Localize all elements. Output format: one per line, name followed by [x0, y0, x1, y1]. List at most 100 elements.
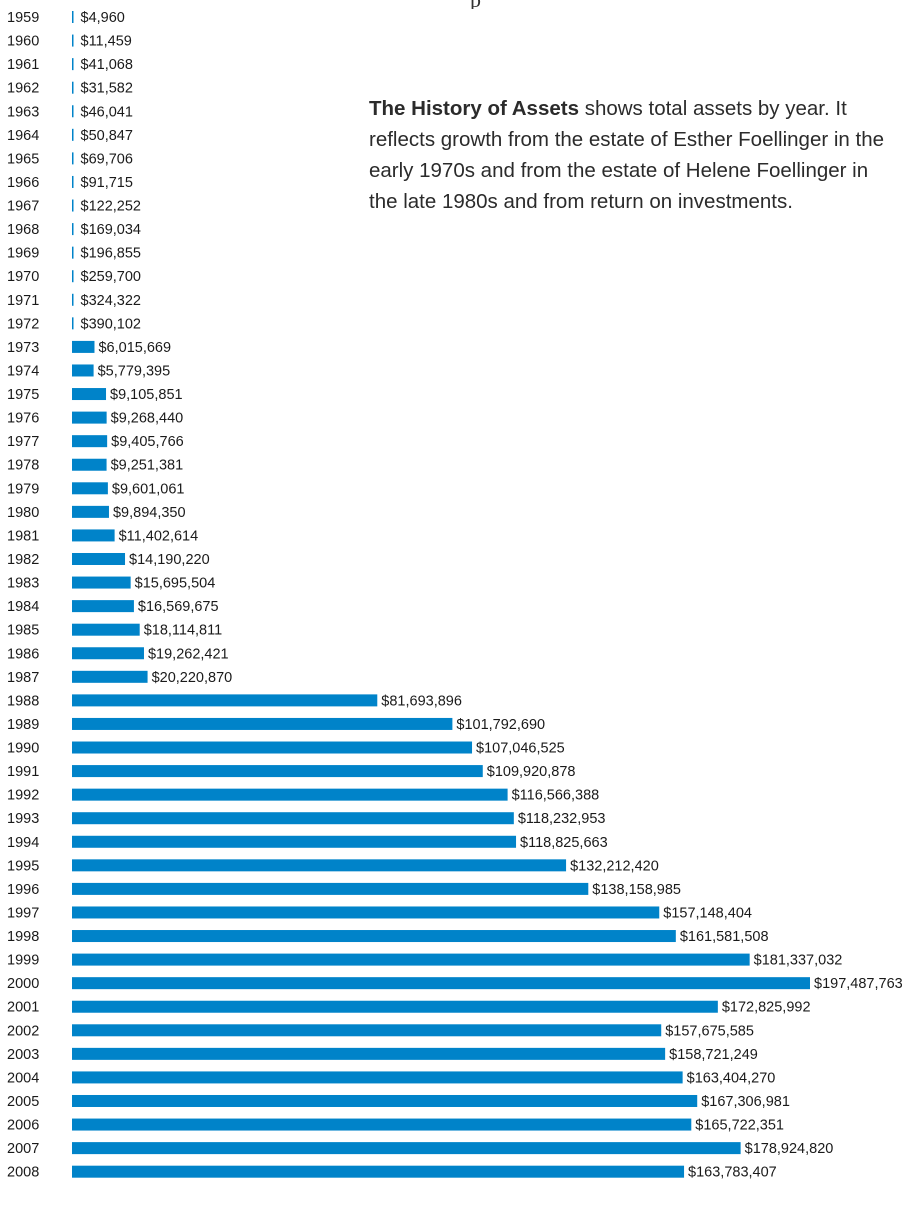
asset-bar: [72, 388, 107, 401]
asset-bar: [72, 317, 74, 330]
value-label: $6,015,669: [98, 340, 171, 356]
value-label: $9,405,766: [111, 434, 184, 450]
value-label: $20,220,870: [152, 670, 233, 686]
asset-bar: [72, 340, 95, 353]
value-label: $11,402,614: [119, 528, 199, 544]
year-label: 1984: [7, 599, 39, 615]
asset-bar: [72, 411, 107, 424]
value-label: $161,581,508: [680, 929, 769, 945]
value-label: $163,404,270: [687, 1070, 776, 1086]
value-label: $31,582: [81, 81, 133, 97]
asset-bar: [72, 58, 74, 71]
asset-bar: [72, 34, 74, 47]
description-text: shows total assets by year. It reflects …: [369, 97, 885, 213]
asset-bar: [72, 482, 108, 495]
year-label: 1997: [7, 905, 39, 921]
asset-bar: [72, 1094, 698, 1107]
year-label: 1986: [7, 646, 39, 662]
asset-bar: [72, 765, 483, 778]
year-label: 1967: [7, 199, 39, 215]
value-label: $163,783,407: [688, 1165, 777, 1181]
value-label: $157,148,404: [663, 905, 752, 921]
value-label: $46,041: [81, 104, 133, 120]
asset-bar: [72, 128, 74, 141]
value-label: $169,034: [81, 222, 141, 238]
year-label: 1959: [7, 10, 39, 26]
year-label: 2001: [7, 1000, 39, 1016]
year-label: 1990: [7, 741, 39, 757]
asset-bar: [72, 623, 140, 636]
year-label: 1973: [7, 340, 39, 356]
value-label: $109,920,878: [487, 764, 576, 780]
asset-bar: [72, 105, 74, 118]
asset-bar: [72, 1118, 692, 1131]
year-label: 2008: [7, 1165, 39, 1181]
value-label: $138,158,985: [592, 882, 681, 898]
year-label: 1987: [7, 670, 39, 686]
year-label: 1976: [7, 411, 39, 427]
value-label: $9,105,851: [110, 387, 183, 403]
value-label: $9,268,440: [111, 411, 184, 427]
year-label: 1998: [7, 929, 39, 945]
chart-description: The History of Assets shows total assets…: [369, 93, 894, 217]
value-label: $259,700: [81, 269, 141, 285]
clipped-heading-fragment: p: [470, 0, 570, 9]
year-label: 1974: [7, 363, 39, 379]
asset-bar: [72, 1024, 662, 1037]
year-label: 1972: [7, 316, 39, 332]
asset-bar: [72, 930, 676, 943]
year-label: 2005: [7, 1094, 39, 1110]
value-label: $15,695,504: [135, 576, 216, 592]
value-label: $69,706: [81, 151, 133, 167]
year-label: 2003: [7, 1047, 39, 1063]
asset-bar: [72, 458, 107, 471]
asset-bar: [72, 1071, 683, 1084]
asset-bar: [72, 953, 750, 966]
value-label: $157,675,585: [665, 1023, 754, 1039]
year-label: 1970: [7, 269, 39, 285]
asset-bar: [72, 812, 514, 825]
value-label: $9,601,061: [112, 481, 185, 497]
asset-bar: [72, 505, 109, 518]
year-label: 2006: [7, 1118, 39, 1134]
value-label: $19,262,421: [148, 646, 229, 662]
asset-bar: [72, 270, 74, 283]
year-label: 1960: [7, 34, 39, 50]
value-label: $118,232,953: [518, 811, 606, 827]
year-label: 2004: [7, 1070, 39, 1086]
asset-bar: [72, 293, 74, 306]
year-label: 1968: [7, 222, 39, 238]
year-label: 1978: [7, 458, 39, 474]
value-label: $50,847: [81, 128, 133, 144]
value-label: $167,306,981: [701, 1094, 790, 1110]
value-label: $118,825,663: [520, 835, 608, 851]
asset-bar: [72, 246, 74, 259]
value-label: $5,779,395: [98, 363, 171, 379]
value-label: $91,715: [81, 175, 133, 191]
asset-bar: [72, 906, 660, 919]
value-label: $9,894,350: [113, 505, 186, 521]
value-label: $172,825,992: [722, 1000, 811, 1016]
year-label: 1977: [7, 434, 39, 450]
year-label: 1983: [7, 576, 39, 592]
asset-bar: [72, 152, 74, 165]
value-label: $390,102: [81, 316, 141, 332]
value-label: $178,924,820: [745, 1141, 834, 1157]
value-label: $122,252: [81, 199, 141, 215]
year-label: 1996: [7, 882, 39, 898]
value-label: $16,569,675: [138, 599, 219, 615]
asset-bar: [72, 435, 108, 448]
asset-bar: [72, 977, 810, 990]
asset-bar: [72, 835, 517, 848]
asset-bar: [72, 647, 144, 660]
description-lead: The History of Assets: [369, 97, 579, 120]
value-label: $11,459: [81, 34, 132, 50]
value-label: $18,114,811: [144, 623, 222, 639]
year-label: 2000: [7, 976, 39, 992]
asset-bar: [72, 882, 589, 895]
asset-bar: [72, 1165, 685, 1178]
year-label: 2002: [7, 1023, 39, 1039]
asset-bar: [72, 670, 148, 683]
value-label: $165,722,351: [695, 1118, 784, 1134]
